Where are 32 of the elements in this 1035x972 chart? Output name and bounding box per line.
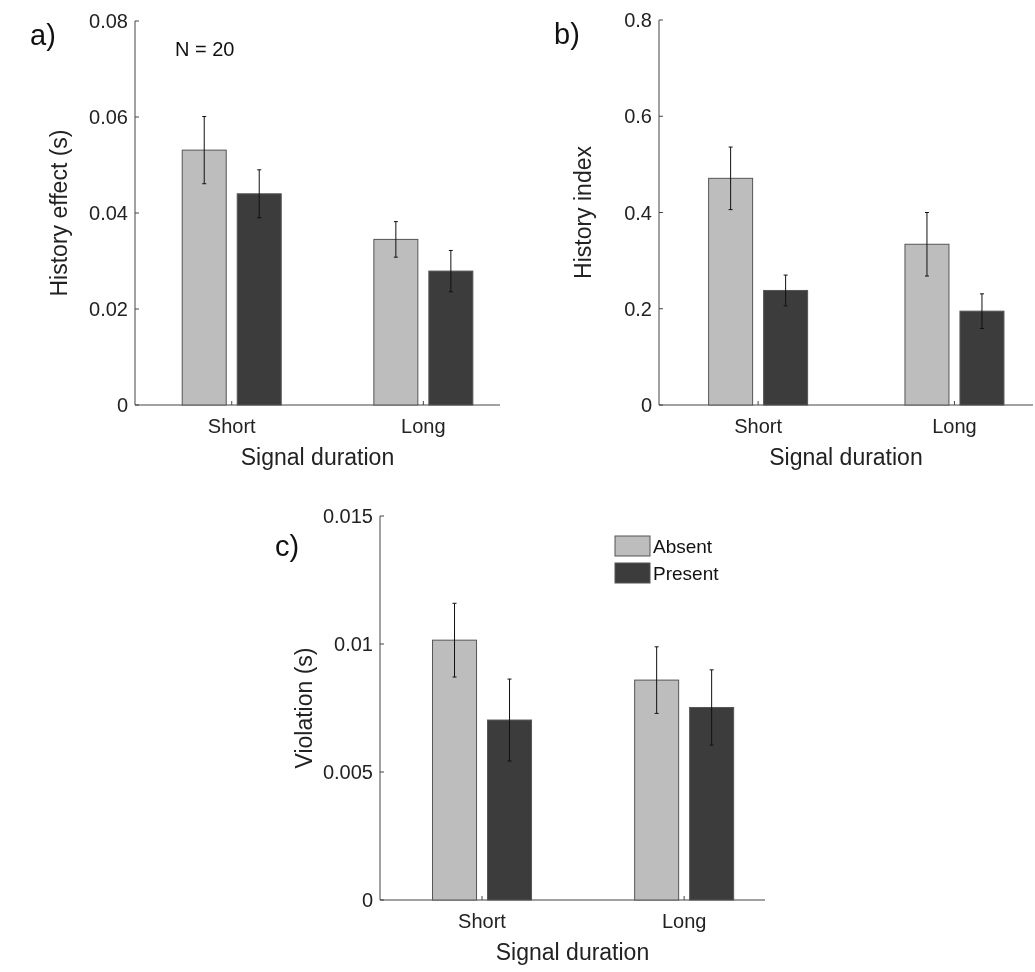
x-tick-label: Long (661, 910, 707, 932)
chart-title: a) (30, 19, 56, 51)
y-tick-label: 0.06 (89, 106, 128, 128)
y-axis-title: History effect (s) (46, 129, 72, 297)
y-tick-label: 0 (361, 889, 373, 911)
y-tick-label: 0 (116, 394, 128, 416)
y-tick-label: 0.8 (624, 9, 652, 31)
x-tick-label: Long (932, 415, 977, 437)
y-axis-title: Violation (s) (291, 647, 317, 769)
y-tick-label: 0.005 (322, 761, 373, 783)
x-tick-label: Long (401, 415, 446, 437)
text: c) (275, 530, 300, 562)
y-tick-label: 0 (640, 394, 652, 416)
x-tick-label: Short (734, 415, 783, 437)
y-tick-label: 0.015 (322, 505, 373, 527)
y-tick-label: 0.08 (89, 10, 128, 32)
chart-title: b) (554, 18, 580, 50)
y-tick-label: 0.2 (624, 297, 652, 320)
y-tick-label: 0.4 (624, 201, 652, 224)
y-tick-label: 0.02 (89, 298, 128, 320)
legend-label: Absent (653, 535, 713, 557)
y-tick-label: 0.01 (334, 633, 373, 655)
x-tick-label: Short (458, 910, 507, 932)
x-axis-title: Signal duration (240, 444, 395, 470)
x-tick-label: Short (207, 415, 257, 437)
x-axis-title: Signal duration (495, 939, 650, 965)
annotation: N = 20 (175, 38, 235, 60)
x-axis-title: Signal duration (769, 444, 923, 470)
y-tick-label: 0.04 (89, 202, 128, 224)
y-axis-title: History index (570, 145, 596, 279)
y-tick-label: 0.6 (624, 105, 652, 128)
legend-label: Present (653, 562, 720, 584)
